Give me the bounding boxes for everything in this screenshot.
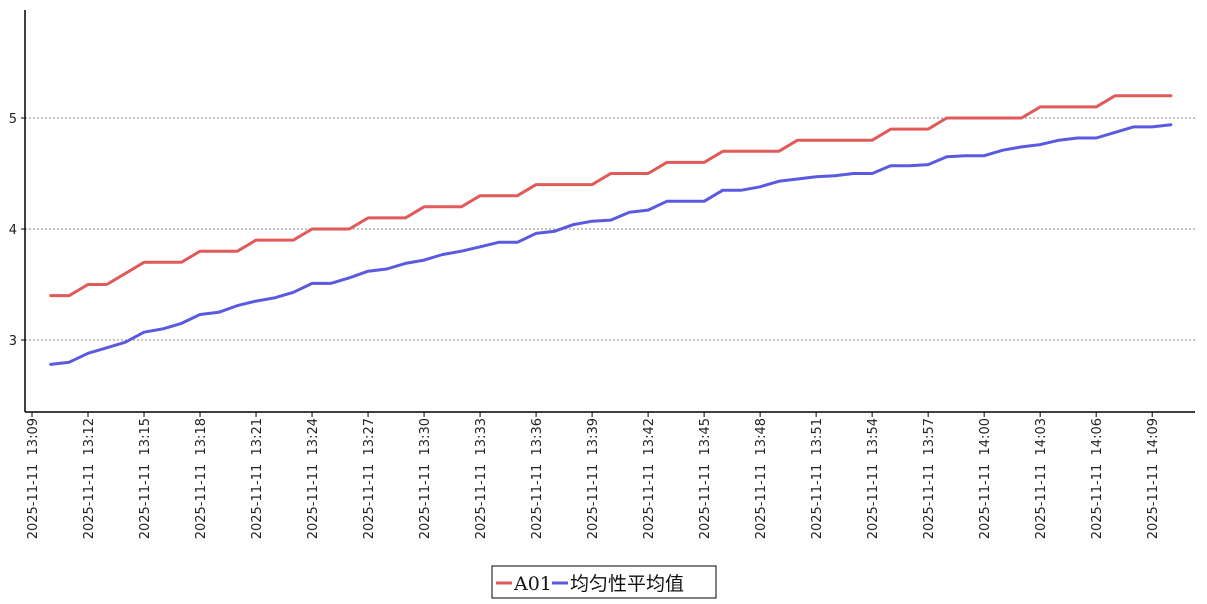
x-tick-label: 2025-11-11 13:54 — [866, 418, 881, 539]
y-tick-label: 5 — [9, 112, 17, 127]
x-tick-label: 2025-11-11 13:21 — [250, 418, 265, 539]
x-tick-label: 2025-11-11 14:06 — [1090, 418, 1105, 539]
x-tick-label: 2025-11-11 13:12 — [82, 418, 97, 539]
x-tick-label: 2025-11-11 13:15 — [138, 418, 153, 539]
x-tick-label: 2025-11-11 14:00 — [978, 418, 993, 539]
x-tick-label: 2025-11-11 13:18 — [194, 418, 209, 539]
x-tick-label: 2025-11-11 13:42 — [642, 418, 657, 539]
x-tick-label: 2025-11-11 13:09 — [26, 418, 41, 539]
x-tick-label: 2025-11-11 13:36 — [530, 418, 545, 539]
x-tick-label: 2025-11-11 14:03 — [1034, 418, 1049, 539]
legend-label-0: A01 — [513, 573, 552, 595]
x-tick-label: 2025-11-11 13:27 — [362, 418, 377, 539]
x-tick-label: 2025-11-11 13:33 — [474, 418, 489, 539]
x-tick-label: 2025-11-11 13:51 — [810, 418, 825, 539]
y-tick-label: 3 — [9, 334, 17, 349]
x-tick-label: 2025-11-11 14:09 — [1146, 418, 1161, 539]
series-lines — [49, 94, 1173, 366]
y-tick-label: 4 — [9, 223, 17, 238]
y-tick-labels: 3 4 5 — [9, 112, 25, 349]
grid-lines — [25, 117, 1195, 341]
legend-label-1: 均匀性平均值 — [570, 573, 684, 595]
x-tick-label: 2025-11-11 13:39 — [586, 418, 601, 539]
series-line-1 — [49, 123, 1173, 366]
axes — [24, 10, 1195, 413]
x-tick-label: 2025-11-11 13:30 — [418, 418, 433, 539]
x-tick-label: 2025-11-11 13:24 — [306, 418, 321, 539]
x-tick-label: 2025-11-11 13:45 — [698, 418, 713, 539]
x-tick-label: 2025-11-11 13:48 — [754, 418, 769, 539]
x-tick-labels: 2025-11-11 13:09 2025-11-11 13:12 2025-11-… — [26, 412, 1161, 539]
series-line-0 — [49, 94, 1173, 298]
legend-box — [491, 565, 717, 599]
x-tick-label: 2025-11-11 13:57 — [922, 418, 937, 539]
legend: A01 均匀性平均值 — [491, 565, 717, 599]
